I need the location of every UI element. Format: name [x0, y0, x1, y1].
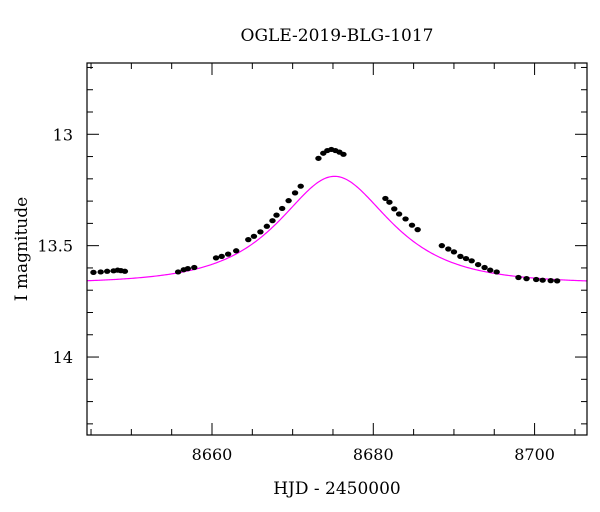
y-tick-label: 14: [53, 348, 73, 367]
data-point: [121, 268, 129, 274]
data-point: [457, 253, 464, 259]
data-point: [184, 266, 192, 272]
data-point: [257, 229, 264, 235]
model-curve-layer: [87, 175, 587, 282]
data-point: [90, 269, 97, 275]
data-point: [224, 251, 232, 257]
data-point: [391, 206, 398, 212]
data-point: [218, 253, 225, 259]
data-point: [553, 278, 561, 284]
data-point: [532, 276, 540, 283]
data-point: [402, 216, 409, 222]
data-point: [487, 267, 494, 273]
data-point: [539, 277, 546, 283]
data-point: [269, 218, 276, 224]
data-point: [340, 151, 347, 157]
data-point: [315, 155, 322, 161]
y-tick-label: 13: [53, 125, 73, 144]
chart-title: OGLE-2019-BLG-1017: [241, 26, 434, 46]
data-point: [245, 237, 252, 243]
y-tick-label: 13.5: [37, 237, 73, 256]
x-tick-label: 8700: [514, 445, 555, 464]
data-point: [250, 233, 258, 239]
data-point: [285, 198, 292, 204]
x-axis-label: HJD - 2450000: [273, 479, 401, 499]
data-point: [174, 269, 182, 275]
data-point: [395, 211, 403, 217]
data-point: [386, 199, 393, 205]
data-point: [493, 269, 500, 275]
data-point: [462, 255, 470, 262]
data-point: [97, 269, 104, 275]
data-point: [278, 205, 286, 212]
model-curve: [87, 175, 587, 282]
data-point: [232, 248, 240, 254]
data-points-layer: [90, 146, 561, 284]
data-point: [408, 222, 416, 228]
data-point: [191, 264, 198, 271]
data-point: [414, 227, 421, 233]
data-point: [291, 190, 299, 196]
axis-ticks-layer: [87, 63, 587, 435]
plot-frame: [86, 62, 588, 436]
data-point: [438, 243, 446, 249]
data-point: [263, 223, 271, 229]
data-point: [523, 276, 530, 282]
data-point: [297, 183, 304, 189]
data-point: [481, 264, 488, 271]
data-point: [103, 268, 111, 274]
tick-labels-layer: 8660 8680 8700 13 13.5 14: [37, 125, 555, 464]
data-point: [474, 261, 482, 268]
y-axis-label: I magnitude: [12, 197, 32, 301]
data-point: [547, 278, 554, 284]
data-point: [212, 255, 220, 261]
x-tick-label: 8660: [192, 445, 233, 464]
x-tick-label: 8680: [353, 445, 394, 464]
data-point: [515, 274, 522, 281]
data-point: [445, 246, 452, 252]
data-point: [450, 249, 458, 255]
data-point: [468, 258, 475, 264]
data-point: [273, 212, 280, 218]
data-point: [382, 195, 389, 202]
